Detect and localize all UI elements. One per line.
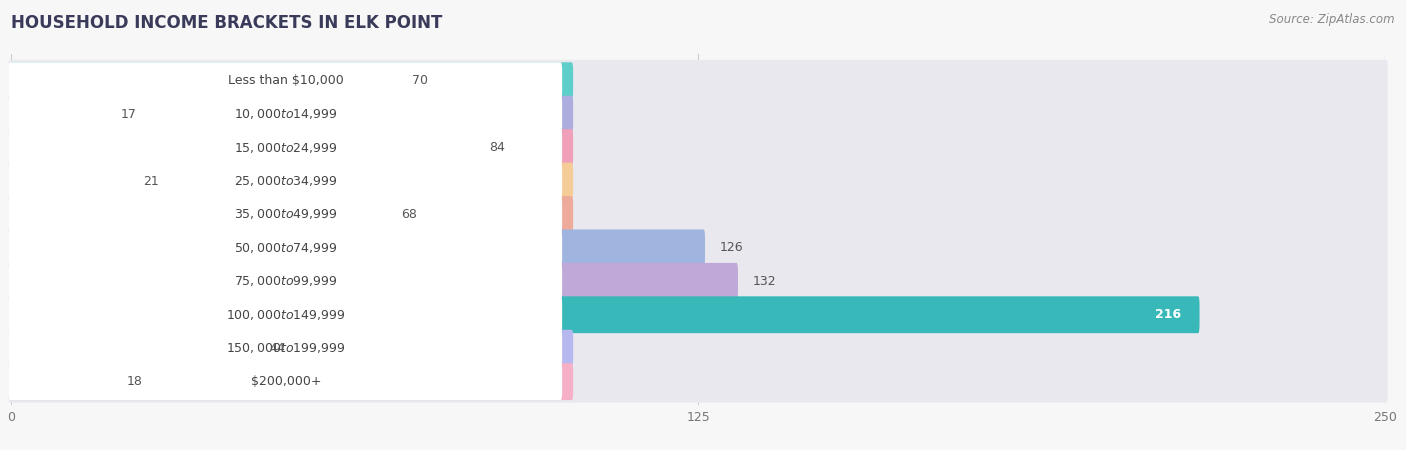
Text: 70: 70 [412, 74, 429, 87]
FancyBboxPatch shape [8, 129, 562, 166]
Text: 84: 84 [489, 141, 505, 154]
FancyBboxPatch shape [8, 126, 1388, 169]
FancyBboxPatch shape [8, 263, 562, 300]
Text: $25,000 to $34,999: $25,000 to $34,999 [235, 174, 337, 188]
FancyBboxPatch shape [8, 194, 1388, 235]
FancyBboxPatch shape [8, 96, 562, 133]
Text: Source: ZipAtlas.com: Source: ZipAtlas.com [1270, 14, 1395, 27]
FancyBboxPatch shape [8, 294, 1388, 336]
FancyBboxPatch shape [8, 363, 562, 400]
Text: $50,000 to $74,999: $50,000 to $74,999 [235, 241, 337, 255]
FancyBboxPatch shape [8, 327, 1388, 369]
FancyBboxPatch shape [8, 360, 1388, 403]
Text: 17: 17 [121, 108, 136, 121]
Text: $35,000 to $49,999: $35,000 to $49,999 [235, 207, 337, 221]
Text: $10,000 to $14,999: $10,000 to $14,999 [235, 107, 337, 121]
Text: $150,000 to $199,999: $150,000 to $199,999 [226, 341, 346, 355]
FancyBboxPatch shape [8, 330, 574, 367]
Text: 44: 44 [270, 342, 285, 355]
FancyBboxPatch shape [8, 261, 1388, 302]
Text: 132: 132 [754, 275, 776, 288]
FancyBboxPatch shape [8, 227, 1388, 269]
FancyBboxPatch shape [8, 93, 1388, 135]
FancyBboxPatch shape [8, 230, 704, 266]
FancyBboxPatch shape [8, 330, 562, 367]
Text: 68: 68 [401, 208, 418, 221]
FancyBboxPatch shape [8, 62, 574, 99]
FancyBboxPatch shape [8, 60, 1388, 102]
Text: Less than $10,000: Less than $10,000 [228, 74, 344, 87]
FancyBboxPatch shape [8, 263, 738, 300]
FancyBboxPatch shape [8, 296, 1199, 333]
FancyBboxPatch shape [8, 196, 562, 233]
FancyBboxPatch shape [8, 196, 574, 233]
Text: 126: 126 [720, 241, 744, 254]
Text: $200,000+: $200,000+ [250, 375, 321, 388]
Text: $15,000 to $24,999: $15,000 to $24,999 [235, 140, 337, 155]
FancyBboxPatch shape [8, 230, 562, 266]
Text: HOUSEHOLD INCOME BRACKETS IN ELK POINT: HOUSEHOLD INCOME BRACKETS IN ELK POINT [11, 14, 443, 32]
FancyBboxPatch shape [8, 363, 574, 400]
FancyBboxPatch shape [8, 162, 562, 199]
FancyBboxPatch shape [8, 160, 1388, 202]
FancyBboxPatch shape [8, 62, 562, 99]
Text: 216: 216 [1156, 308, 1181, 321]
FancyBboxPatch shape [8, 162, 574, 199]
Text: 21: 21 [143, 175, 159, 188]
Text: $75,000 to $99,999: $75,000 to $99,999 [235, 274, 337, 288]
FancyBboxPatch shape [8, 296, 562, 333]
FancyBboxPatch shape [8, 96, 574, 133]
Text: $100,000 to $149,999: $100,000 to $149,999 [226, 308, 346, 322]
Text: 18: 18 [127, 375, 142, 388]
FancyBboxPatch shape [8, 129, 574, 166]
